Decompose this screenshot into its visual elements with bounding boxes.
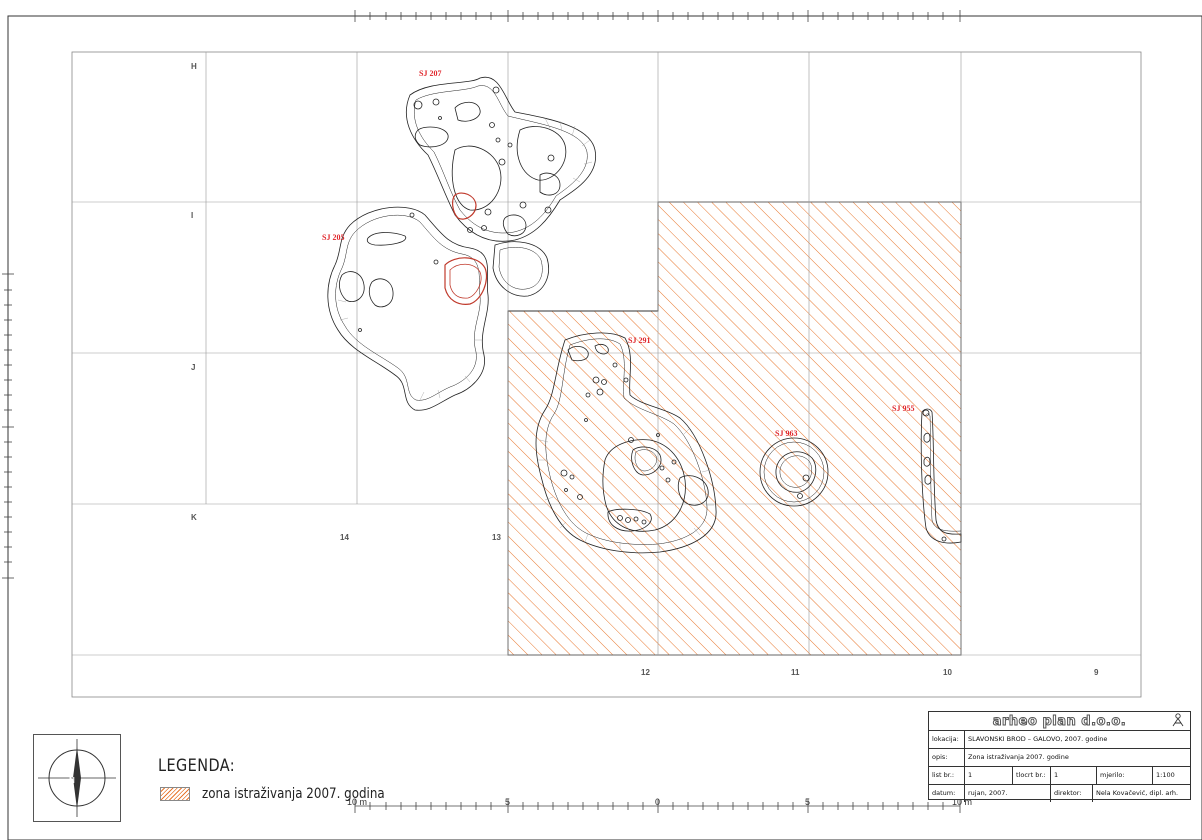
direktor-value: Nela Kovačević, dipl. arh. — [1096, 789, 1179, 797]
mjerilo-value: 1:100 — [1156, 771, 1175, 779]
datum-value: rujan, 2007. — [965, 785, 1051, 802]
north-letter: N — [69, 776, 75, 785]
scale-bar-labels: 10 m 5 0 5 10 m — [347, 797, 972, 807]
grid-row-label-i: I — [191, 211, 193, 220]
grid-col-label-11: 11 — [791, 668, 800, 677]
datum-label: datum: — [929, 785, 965, 802]
grid-col-label-14: 14 — [340, 533, 349, 542]
tlocrt-label: tlocrt br.: — [1013, 767, 1051, 784]
scale-label-5-right: 5 — [805, 797, 810, 807]
grid-col-label-13: 13 — [492, 533, 501, 542]
research-zone-2007 — [507, 201, 962, 656]
lokacija-value: SLAVONSKI BROD – GALOVO, 2007. godine — [968, 735, 1108, 743]
feature-sj-955 — [920, 408, 962, 544]
tlocrt-value: 1 — [1051, 767, 1097, 784]
top-ticks — [354, 10, 961, 22]
grid-row-label-j: J — [191, 363, 195, 372]
feature-sj-291-slope — [538, 427, 714, 551]
mjerilo-label: mjerilo: — [1097, 767, 1153, 784]
title-block-row-lokacija: lokacija: SLAVONSKI BROD – GALOVO, 2007.… — [929, 731, 1190, 749]
scale-bar — [354, 799, 961, 813]
grid-col-label-12: 12 — [641, 668, 650, 677]
legend-item: zona istraživanja 2007. godina — [160, 786, 417, 802]
label-sj-955: SJ 955 — [892, 404, 914, 413]
plan-boundary — [71, 51, 1142, 698]
company-logo-icon — [1172, 713, 1184, 730]
title-block-header: arheo plan d.o.o. — [929, 712, 1190, 731]
scale-label-10m-left: 10 m — [347, 797, 367, 807]
lokacija-label: lokacija: — [929, 731, 965, 748]
opis-label: opis: — [929, 749, 965, 766]
feature-sj-205-slope — [337, 299, 482, 401]
left-ticks — [2, 273, 14, 579]
grid-row-label-k: K — [191, 513, 197, 522]
feature-sj-963 — [759, 437, 829, 507]
north-arrow-compass: N — [38, 739, 116, 817]
list-value: 1 — [965, 767, 1013, 784]
scale-label-5-left: 5 — [505, 797, 510, 807]
title-block-row-datum: datum: rujan, 2007. direktor: Nela Kovač… — [929, 785, 1190, 802]
list-label: list br.: — [929, 767, 965, 784]
legend-title: LEGENDA: — [158, 756, 236, 776]
legend-swatch-hatch — [160, 787, 190, 801]
feature-sj-291 — [535, 332, 717, 554]
grid-row-label-h: H — [191, 62, 197, 71]
feature-sj-205 — [327, 206, 549, 411]
scale-label-10m-right: 10 m — [952, 797, 972, 807]
label-sj-963: SJ 963 — [775, 429, 797, 438]
title-block-row-opis: opis: Zona istraživanja 2007. godine — [929, 749, 1190, 767]
north-arrow: N — [33, 734, 121, 822]
title-block-row-list: list br.: 1 tlocrt br.: 1 mjerilo: 1:100 — [929, 767, 1190, 785]
grid-lines — [72, 52, 1141, 656]
label-sj-291: SJ 291 — [628, 336, 650, 345]
grid-col-label-9: 9 — [1094, 668, 1099, 677]
feature-sj-207 — [405, 76, 597, 242]
direktor-label: direktor: — [1051, 785, 1093, 802]
label-sj-205: SJ 205 — [322, 233, 344, 242]
legend-item-label: zona istraživanja 2007. godina — [202, 786, 385, 802]
feature-sj-207-slope — [544, 117, 593, 183]
label-sj-207: SJ 207 — [419, 69, 441, 78]
company-name: arheo plan d.o.o. — [992, 714, 1127, 730]
scale-label-0: 0 — [655, 797, 660, 807]
grid-col-label-10: 10 — [943, 668, 952, 677]
title-block: arheo plan d.o.o. lokacija: SLAVONSKI BR… — [928, 711, 1191, 802]
opis-value: Zona istraživanja 2007. godine — [968, 753, 1069, 761]
